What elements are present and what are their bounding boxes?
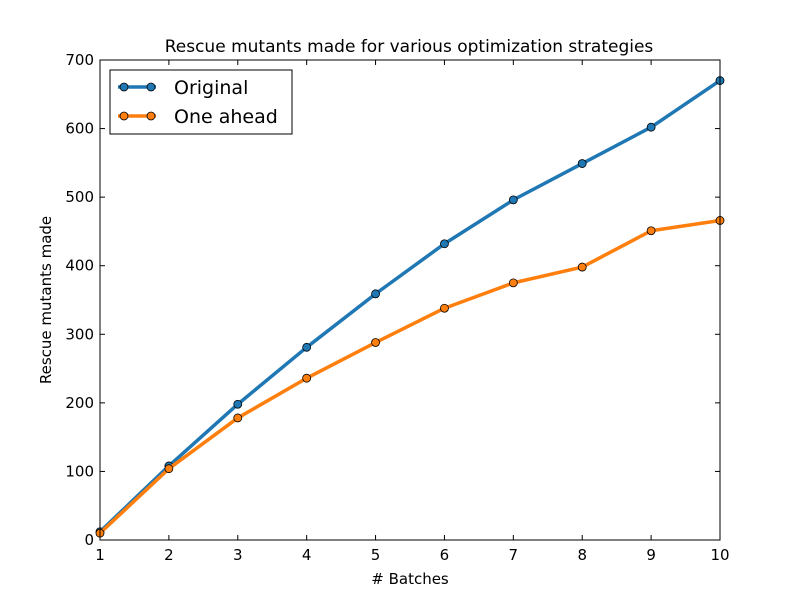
data-point: [508, 195, 518, 205]
x-tick-label: 4: [302, 546, 312, 564]
data-point: [164, 464, 174, 474]
y-tick-label: 0: [84, 531, 94, 549]
y-axis: 0 100 200 300 400 500 600 700: [65, 51, 720, 549]
data-point: [302, 373, 312, 383]
x-tick-label: 2: [164, 546, 174, 564]
y-axis-label: Rescue mutants made: [37, 216, 55, 384]
data-point: [440, 303, 449, 313]
x-tick-label: 7: [509, 546, 519, 564]
x-axis: 1 2 3 4 5 6 7 8 9 10: [95, 60, 730, 564]
data-point: [233, 413, 243, 423]
x-tick-label: 9: [646, 546, 656, 564]
data-point: [577, 262, 587, 272]
data-point: [233, 399, 243, 409]
y-tick-label: 300: [65, 325, 94, 343]
x-tick-label: 10: [710, 546, 729, 564]
series-line-1: [98, 79, 721, 534]
series-line-2: [98, 218, 721, 535]
legend-marker: [119, 111, 129, 121]
legend-marker: [146, 82, 156, 92]
y-tick-label: 400: [65, 257, 94, 275]
legend-label: One ahead: [174, 106, 278, 128]
y-tick-label: 200: [65, 394, 94, 412]
chart-title: Rescue mutants made for various optimiza…: [165, 37, 654, 57]
legend-label: Original: [174, 77, 248, 99]
plot-frame: [99, 59, 721, 541]
legend: Original One ahead: [109, 69, 293, 135]
y-tick-label: 500: [65, 188, 94, 206]
x-tick-label: 8: [577, 546, 587, 564]
data-point: [646, 122, 656, 132]
x-tick-label: 5: [371, 546, 381, 564]
data-point: [302, 342, 312, 352]
x-tick-label: 1: [95, 546, 105, 564]
x-axis-label: # Batches: [371, 570, 449, 588]
data-point: [371, 338, 380, 347]
data-point: [508, 278, 518, 288]
legend-marker: [146, 111, 156, 121]
y-tick-label: 100: [65, 462, 94, 480]
data-point: [371, 289, 380, 299]
x-tick-label: 3: [233, 546, 243, 564]
y-tick-label: 600: [65, 120, 94, 138]
legend-box: [109, 69, 293, 135]
x-tick-label: 6: [440, 546, 450, 564]
data-point: [577, 159, 587, 168]
data-point: [646, 226, 656, 236]
data-point: [440, 239, 449, 249]
plot-area: [95, 76, 725, 538]
y-tick-label: 700: [65, 51, 94, 69]
legend-marker: [119, 82, 129, 92]
